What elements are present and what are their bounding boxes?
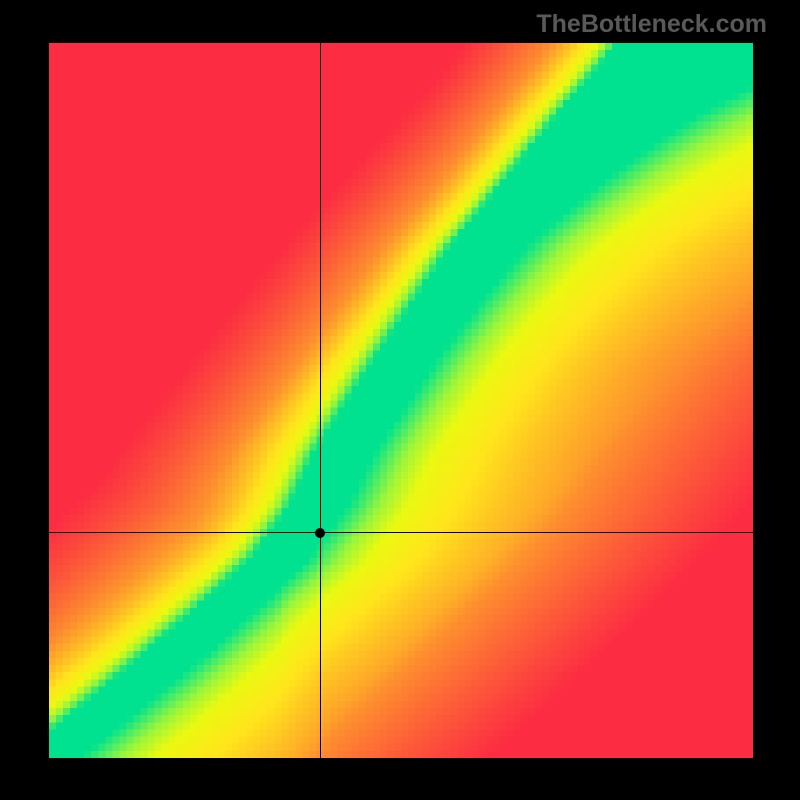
watermark-text: TheBottleneck.com (536, 10, 767, 39)
heatmap-canvas (49, 43, 753, 758)
crosshair-horizontal (49, 532, 753, 533)
plot-area (49, 43, 753, 758)
crosshair-vertical (320, 43, 321, 758)
selection-marker (315, 528, 325, 538)
